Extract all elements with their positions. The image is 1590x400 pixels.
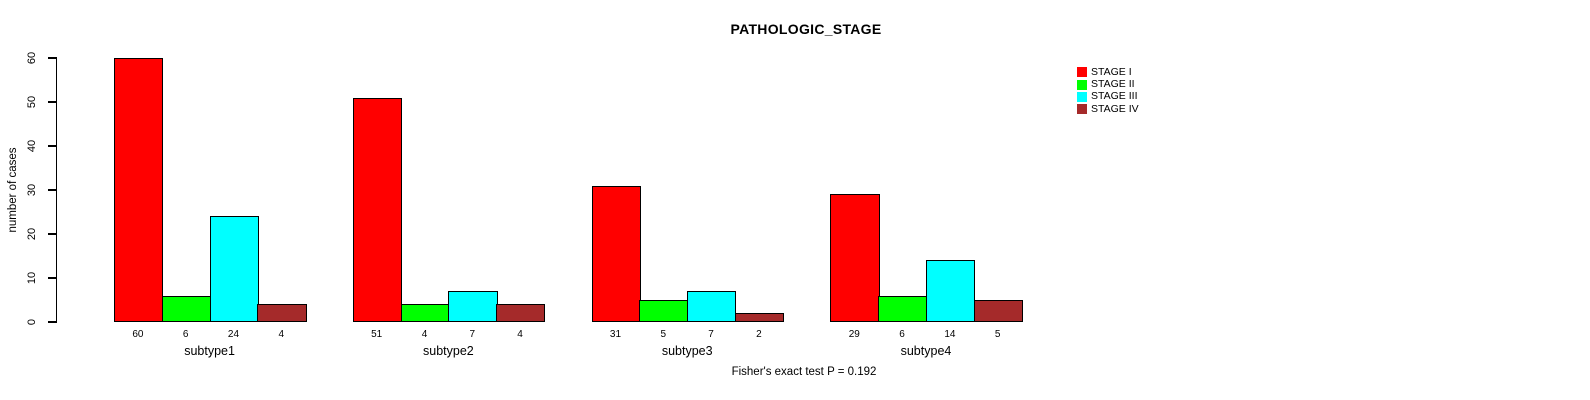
- legend: STAGE I STAGE II STAGE III STAGE IV: [1077, 66, 1139, 116]
- y-axis-tick: [47, 277, 56, 279]
- y-axis-tick: [47, 233, 56, 235]
- legend-item-stage-ii: STAGE II: [1077, 78, 1139, 90]
- y-axis-tick: [47, 145, 56, 147]
- bar-stage-i-subtype2: [352, 97, 403, 322]
- legend-item-stage-iii: STAGE III: [1077, 91, 1139, 103]
- legend-swatch: [1077, 79, 1087, 90]
- y-axis-tick: [47, 189, 56, 191]
- y-axis-tick-label: 60: [26, 51, 38, 65]
- legend-label: STAGE IV: [1091, 102, 1139, 115]
- bar-value-label: 24: [227, 329, 240, 340]
- bar-value-label: 51: [371, 329, 383, 340]
- legend-label: STAGE II: [1091, 78, 1135, 91]
- x-category-label: subtype3: [661, 344, 713, 358]
- bar-stage-iv-subtype1: [257, 304, 307, 322]
- bar-value-label: 14: [944, 329, 956, 340]
- y-axis-tick: [47, 57, 56, 59]
- bar-stage-iii-subtype4: [926, 260, 976, 322]
- legend-swatch: [1077, 67, 1087, 78]
- bar-value-label: 7: [708, 329, 714, 340]
- bar-stage-iii-subtype3: [687, 291, 737, 322]
- y-axis-tick-label: 20: [26, 227, 38, 241]
- bar-stage-ii-subtype2: [400, 304, 450, 322]
- bar-stage-i-subtype3: [591, 185, 641, 322]
- bar-value-label: 29: [848, 329, 860, 340]
- y-axis-tick-label: 50: [26, 95, 38, 109]
- chart-title: PATHOLOGIC_STAGE: [730, 21, 882, 37]
- bar-value-label: 6: [899, 329, 905, 340]
- bar-value-label: 4: [278, 329, 285, 340]
- bar-stage-i-subtype4: [830, 194, 880, 322]
- y-axis-tick-label: 40: [26, 139, 38, 153]
- y-axis-tick: [47, 321, 56, 323]
- bar-stage-ii-subtype1: [161, 295, 212, 322]
- bar-stage-iii-subtype1: [209, 216, 259, 322]
- y-axis-tick-label: 30: [26, 183, 38, 197]
- bar-stage-i-subtype1: [114, 58, 164, 322]
- bar-value-label: 4: [421, 329, 428, 340]
- x-category-label: subtype2: [423, 344, 474, 358]
- bar-value-label: 7: [469, 329, 476, 340]
- bar-stage-ii-subtype4: [878, 295, 928, 322]
- bar-stage-iii-subtype2: [448, 291, 498, 322]
- x-category-label: subtype4: [900, 344, 952, 358]
- bar-stage-ii-subtype3: [639, 300, 689, 322]
- y-axis-tick-label: 0: [26, 318, 38, 326]
- legend-label: STAGE III: [1091, 90, 1138, 103]
- bar-stage-iv-subtype2: [496, 304, 546, 322]
- bar-value-label: 4: [517, 329, 523, 340]
- legend-label: STAGE I: [1091, 65, 1132, 78]
- bar-value-label: 2: [756, 329, 762, 340]
- legend-swatch: [1077, 104, 1087, 115]
- bar-value-label: 5: [994, 329, 1001, 340]
- legend-swatch: [1077, 91, 1087, 102]
- y-axis-line: [55, 57, 57, 323]
- legend-item-stage-iv: STAGE IV: [1077, 103, 1139, 115]
- bar-value-label: 31: [609, 329, 622, 340]
- annotation-text: Fisher's exact test P = 0.192: [731, 366, 877, 378]
- bar-value-label: 6: [182, 329, 189, 340]
- legend-item-stage-i: STAGE I: [1077, 66, 1139, 78]
- y-axis-tick-label: 10: [26, 271, 38, 285]
- bar-value-label: 60: [132, 329, 144, 340]
- bar-stage-iv-subtype4: [973, 300, 1024, 322]
- bar-value-label: 5: [660, 329, 667, 340]
- y-axis-tick: [47, 101, 56, 103]
- x-category-label: subtype1: [184, 344, 235, 358]
- bar-stage-iv-subtype3: [735, 313, 785, 322]
- y-axis-title: number of cases: [7, 147, 19, 233]
